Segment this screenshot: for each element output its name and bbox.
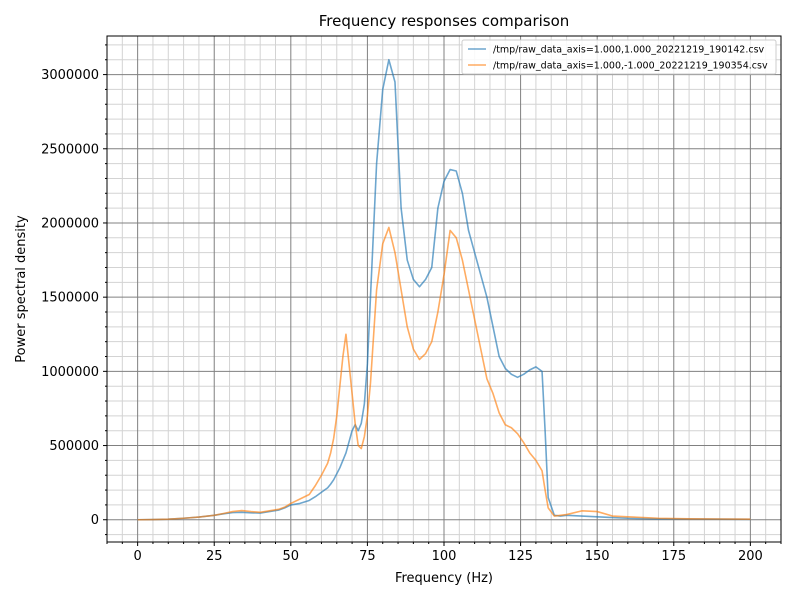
x-tick-label: 150 (585, 549, 610, 564)
x-tick-label: 25 (206, 549, 223, 564)
y-tick-label: 1500000 (41, 291, 99, 306)
y-tick-label: 0 (91, 513, 99, 528)
y-tick-label: 2500000 (41, 142, 99, 157)
series-line-2 (137, 226, 751, 521)
legend-label-2: /tmp/raw_data_axis=1.000,-1.000_20221219… (493, 61, 768, 72)
plot-series (137, 58, 751, 521)
legend-box (461, 39, 777, 75)
y-tick-label: 3000000 (41, 68, 99, 83)
y-axis-title: Power spectral density (14, 215, 29, 363)
y-tick-label: 2000000 (41, 216, 99, 231)
x-tick-label: 200 (738, 549, 763, 564)
x-tick-label: 75 (359, 549, 376, 564)
x-tick-label: 50 (283, 549, 300, 564)
legend-label-1: /tmp/raw_data_axis=1.000,1.000_20221219_… (493, 45, 765, 56)
y-tick-label: 1000000 (41, 365, 99, 380)
legend: /tmp/raw_data_axis=1.000,1.000_20221219_… (461, 39, 777, 75)
axis-ticks: 0 25 50 75 100 125 150 175 200 0 500000 1000000 1500… (41, 44, 782, 564)
x-tick-label: 100 (432, 549, 457, 564)
grid (106, 36, 782, 542)
x-axis-title: Frequency (Hz) (395, 571, 493, 586)
x-tick-label: 175 (661, 549, 686, 564)
chart-title: Frequency responses comparison (319, 12, 570, 30)
x-tick-label: 0 (133, 549, 141, 564)
y-tick-label: 500000 (49, 439, 99, 454)
x-tick-label: 125 (508, 549, 533, 564)
